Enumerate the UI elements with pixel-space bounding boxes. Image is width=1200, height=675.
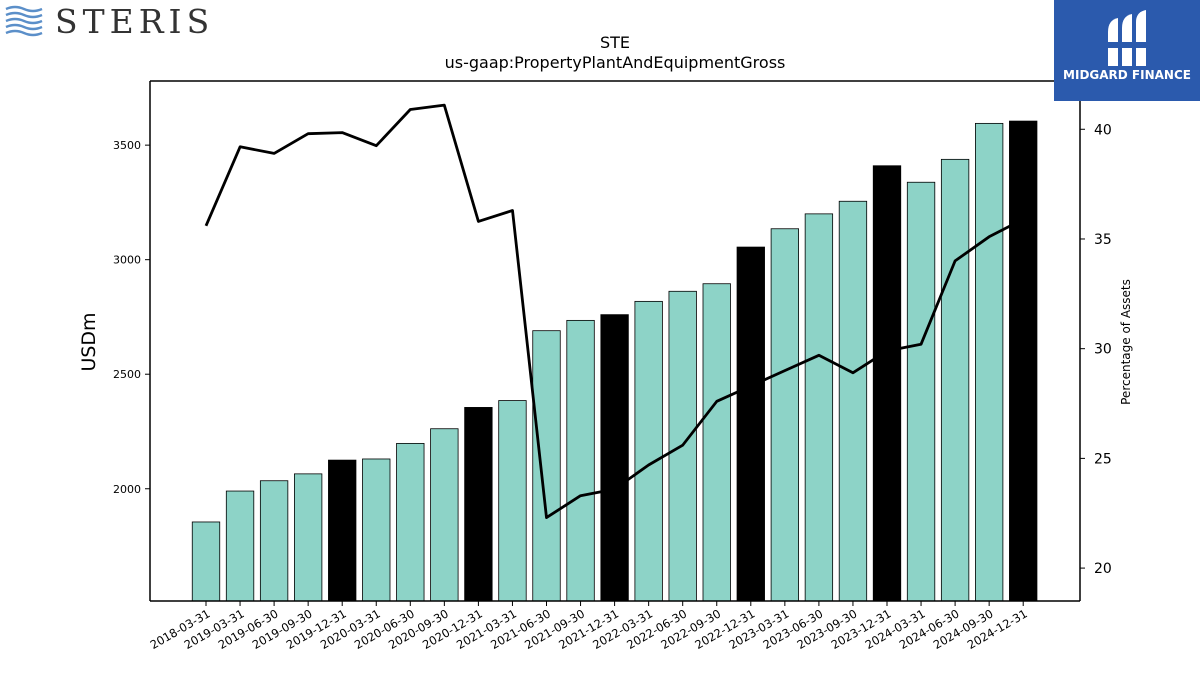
- bar: [225, 490, 255, 602]
- y-axis-label: USDm: [78, 312, 100, 371]
- midgard-finance-logo: MIDGARD FINANCE: [1054, 0, 1200, 101]
- steris-brand-text: STERIS: [55, 2, 215, 41]
- bar: [430, 428, 459, 602]
- bar: [975, 122, 1004, 602]
- bar: [498, 400, 527, 602]
- y2-tick-label: 30: [1094, 342, 1112, 358]
- bar: [906, 181, 936, 602]
- bar: [191, 521, 221, 602]
- bar: [736, 246, 765, 602]
- bar: [362, 458, 391, 602]
- bar: [770, 228, 799, 602]
- bar: [804, 213, 834, 602]
- chart-title: STE: [600, 33, 630, 52]
- bar: [940, 158, 970, 602]
- bar: [600, 314, 629, 602]
- bars-group: [191, 120, 1038, 602]
- percentage-line: [204, 103, 1024, 519]
- bar: [702, 283, 731, 602]
- midgard-mark-icon: [1106, 10, 1148, 66]
- y2-tick-label: 35: [1094, 232, 1112, 248]
- bar: [838, 200, 868, 602]
- line-group: [204, 103, 1024, 519]
- bar: [396, 442, 425, 602]
- bar: [532, 330, 561, 602]
- bar: [1009, 120, 1038, 602]
- y-tick-label: 3000: [113, 254, 141, 267]
- bar: [872, 165, 902, 602]
- bar: [328, 459, 357, 602]
- y-tick-label: 2000: [113, 483, 141, 496]
- bar: [634, 300, 663, 602]
- y2-tick-label: 20: [1094, 561, 1112, 577]
- y-tick-label: 2500: [113, 368, 141, 381]
- bar: [293, 473, 323, 602]
- y2-tick-label: 25: [1094, 451, 1112, 467]
- chart-subtitle: us-gaap:PropertyPlantAndEquipmentGross: [445, 53, 786, 72]
- bar: [464, 407, 493, 602]
- y-tick-label: 3500: [113, 139, 141, 152]
- midgard-brand-text: MIDGARD FINANCE: [1063, 68, 1191, 82]
- waves-icon: [5, 5, 43, 37]
- y2-axis-label: Percentage of Assets: [1119, 279, 1133, 405]
- steris-logo: STERIS: [5, 4, 214, 40]
- y2-tick-label: 40: [1094, 122, 1112, 138]
- bar: [259, 480, 289, 602]
- bar: [566, 319, 595, 602]
